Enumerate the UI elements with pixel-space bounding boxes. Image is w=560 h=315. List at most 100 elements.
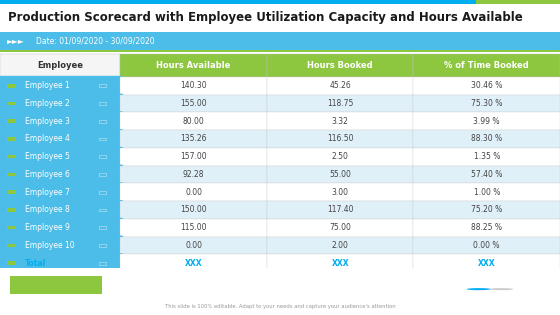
- Text: 0.00: 0.00: [185, 188, 202, 197]
- FancyBboxPatch shape: [0, 94, 123, 113]
- Text: 57.40 %: 57.40 %: [471, 170, 502, 179]
- Text: 30.46 %: 30.46 %: [471, 81, 502, 90]
- FancyBboxPatch shape: [0, 76, 123, 96]
- Bar: [120, 166, 267, 183]
- Bar: [10, 276, 102, 294]
- Bar: [267, 94, 413, 112]
- Text: 92.28: 92.28: [183, 170, 204, 179]
- Text: 0.00 %: 0.00 %: [474, 241, 500, 250]
- Bar: [413, 219, 560, 237]
- Text: 157.00: 157.00: [180, 152, 207, 161]
- Bar: [267, 201, 413, 219]
- Bar: [267, 219, 413, 237]
- Text: 1.00 %: 1.00 %: [474, 188, 500, 197]
- Bar: [120, 219, 267, 237]
- Bar: [7, 243, 16, 247]
- Text: 116.50: 116.50: [327, 135, 353, 143]
- Text: 75.30 %: 75.30 %: [471, 99, 502, 108]
- Bar: [120, 94, 267, 112]
- FancyBboxPatch shape: [0, 235, 123, 255]
- Bar: [413, 130, 560, 148]
- Bar: [0, 54, 120, 77]
- Bar: [120, 201, 267, 219]
- Text: 88.30 %: 88.30 %: [471, 135, 502, 143]
- Bar: [7, 119, 16, 123]
- Bar: [267, 77, 413, 94]
- Bar: [7, 102, 16, 105]
- FancyBboxPatch shape: [0, 182, 123, 202]
- Text: Total: Total: [25, 259, 46, 268]
- Text: Employee 6: Employee 6: [25, 170, 70, 179]
- Bar: [120, 77, 267, 94]
- Bar: [120, 148, 267, 166]
- Bar: [267, 148, 413, 166]
- Bar: [413, 94, 560, 112]
- Bar: [7, 173, 16, 176]
- FancyBboxPatch shape: [0, 200, 123, 220]
- Bar: [99, 173, 106, 176]
- Text: Employee 9: Employee 9: [25, 223, 70, 232]
- Bar: [267, 112, 413, 130]
- Text: Date: 01/09/2020 - 30/09/2020: Date: 01/09/2020 - 30/09/2020: [36, 37, 155, 45]
- Text: 118.75: 118.75: [327, 99, 353, 108]
- FancyBboxPatch shape: [0, 111, 123, 131]
- Bar: [99, 226, 106, 229]
- Bar: [120, 112, 267, 130]
- Text: 45.26: 45.26: [329, 81, 351, 90]
- Bar: [267, 166, 413, 183]
- Bar: [413, 166, 560, 183]
- Bar: [120, 54, 267, 77]
- Text: Employee 1: Employee 1: [25, 81, 70, 90]
- Text: 75.00: 75.00: [329, 223, 351, 232]
- Bar: [99, 120, 106, 123]
- Text: Employee 7: Employee 7: [25, 188, 70, 197]
- Text: XXX: XXX: [332, 259, 349, 268]
- Text: Employee 3: Employee 3: [25, 117, 70, 126]
- Bar: [7, 208, 16, 212]
- Circle shape: [489, 288, 514, 290]
- Bar: [413, 237, 560, 254]
- Text: Hours Available: Hours Available: [156, 61, 231, 70]
- Bar: [120, 183, 267, 201]
- Bar: [413, 183, 560, 201]
- Bar: [413, 254, 560, 272]
- FancyBboxPatch shape: [0, 164, 123, 184]
- Bar: [120, 254, 267, 272]
- Bar: [120, 237, 267, 254]
- Text: ►►►: ►►►: [7, 37, 24, 45]
- Text: 2.00: 2.00: [332, 241, 349, 250]
- Text: 3.32: 3.32: [332, 117, 349, 126]
- Bar: [413, 112, 560, 130]
- Text: 88.25 %: 88.25 %: [471, 223, 502, 232]
- Circle shape: [466, 288, 491, 290]
- Bar: [413, 54, 560, 77]
- Bar: [267, 254, 413, 272]
- Text: Production Scorecard with Employee Utilization Capacity and Hours Available: Production Scorecard with Employee Utili…: [8, 12, 523, 25]
- Text: Employee 4: Employee 4: [25, 135, 70, 143]
- Text: 1.35 %: 1.35 %: [474, 152, 500, 161]
- Text: 117.40: 117.40: [327, 205, 353, 215]
- Bar: [7, 191, 16, 194]
- Text: Employee: Employee: [37, 61, 83, 70]
- Text: 135.26: 135.26: [180, 135, 207, 143]
- Text: 75.20 %: 75.20 %: [471, 205, 502, 215]
- Bar: [99, 262, 106, 265]
- Text: Employee 5: Employee 5: [25, 152, 70, 161]
- Text: 150.00: 150.00: [180, 205, 207, 215]
- FancyBboxPatch shape: [0, 218, 123, 238]
- Text: Employee 10: Employee 10: [25, 241, 75, 250]
- Text: 115.00: 115.00: [180, 223, 207, 232]
- Bar: [7, 226, 16, 229]
- FancyBboxPatch shape: [0, 253, 123, 273]
- Text: 3.00: 3.00: [332, 188, 349, 197]
- Bar: [267, 183, 413, 201]
- Text: Employee 2: Employee 2: [25, 99, 70, 108]
- Bar: [267, 237, 413, 254]
- Bar: [7, 261, 16, 265]
- Bar: [99, 102, 106, 105]
- Bar: [413, 201, 560, 219]
- Text: 2.50: 2.50: [332, 152, 349, 161]
- FancyBboxPatch shape: [0, 147, 123, 167]
- Text: 80.00: 80.00: [183, 117, 204, 126]
- Text: 140.30: 140.30: [180, 81, 207, 90]
